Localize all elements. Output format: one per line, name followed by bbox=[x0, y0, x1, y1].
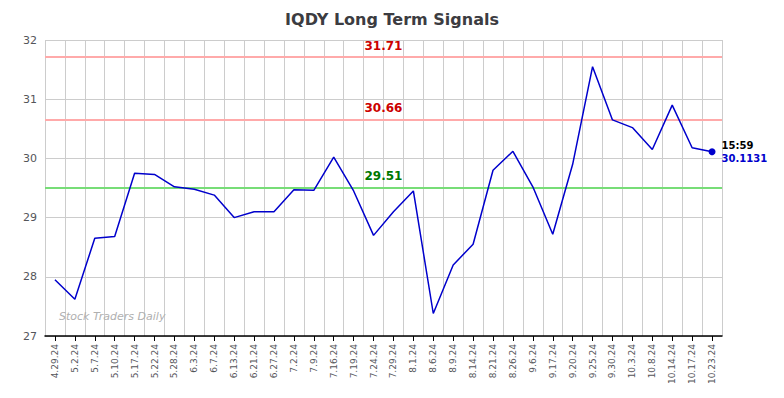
svg-text:31: 31 bbox=[23, 93, 37, 106]
svg-text:31.71: 31.71 bbox=[365, 39, 403, 53]
svg-text:15:59: 15:59 bbox=[722, 140, 754, 151]
svg-text:30.1131: 30.1131 bbox=[722, 153, 768, 164]
svg-text:IQDY Long Term Signals: IQDY Long Term Signals bbox=[285, 10, 499, 29]
svg-text:7.2.24: 7.2.24 bbox=[289, 344, 299, 373]
svg-text:10.23.24: 10.23.24 bbox=[707, 344, 717, 384]
svg-text:7.19.24: 7.19.24 bbox=[349, 344, 359, 379]
svg-text:8.26.24: 8.26.24 bbox=[508, 344, 518, 379]
svg-text:5.7.24: 5.7.24 bbox=[90, 344, 100, 373]
svg-text:10.17.24: 10.17.24 bbox=[687, 344, 697, 384]
svg-text:10.14.24: 10.14.24 bbox=[667, 344, 677, 384]
svg-text:9.6.24: 9.6.24 bbox=[528, 344, 538, 373]
svg-text:4.29.24: 4.29.24 bbox=[50, 344, 60, 379]
svg-text:27: 27 bbox=[23, 330, 37, 343]
svg-text:6.13.24: 6.13.24 bbox=[229, 344, 239, 379]
svg-text:5.2.24: 5.2.24 bbox=[70, 344, 80, 373]
svg-text:32: 32 bbox=[23, 34, 37, 47]
svg-text:8.14.24: 8.14.24 bbox=[468, 344, 478, 379]
svg-text:29.51: 29.51 bbox=[365, 169, 403, 183]
svg-text:7.24.24: 7.24.24 bbox=[369, 344, 379, 379]
svg-text:29: 29 bbox=[23, 211, 37, 224]
svg-text:5.10.24: 5.10.24 bbox=[110, 344, 120, 379]
svg-text:7.9.24: 7.9.24 bbox=[309, 344, 319, 373]
svg-text:6.3.24: 6.3.24 bbox=[189, 344, 199, 373]
svg-text:9.25.24: 9.25.24 bbox=[588, 344, 598, 379]
svg-text:10.8.24: 10.8.24 bbox=[647, 344, 657, 379]
svg-text:5.28.24: 5.28.24 bbox=[169, 344, 179, 379]
svg-text:8.1.24: 8.1.24 bbox=[408, 344, 418, 373]
svg-text:30.66: 30.66 bbox=[365, 101, 403, 115]
svg-text:9.20.24: 9.20.24 bbox=[568, 344, 578, 379]
svg-text:5.22.24: 5.22.24 bbox=[150, 344, 160, 379]
svg-text:8.21.24: 8.21.24 bbox=[488, 344, 498, 379]
svg-text:Stock Traders Daily: Stock Traders Daily bbox=[59, 310, 166, 323]
svg-text:9.17.24: 9.17.24 bbox=[548, 344, 558, 379]
svg-text:5.17.24: 5.17.24 bbox=[130, 344, 140, 379]
svg-text:9.30.24: 9.30.24 bbox=[607, 344, 617, 379]
svg-text:10.3.24: 10.3.24 bbox=[627, 344, 637, 379]
svg-text:8.6.24: 8.6.24 bbox=[428, 344, 438, 373]
svg-text:8.9.24: 8.9.24 bbox=[448, 344, 458, 373]
svg-text:6.21.24: 6.21.24 bbox=[249, 344, 259, 379]
svg-text:30: 30 bbox=[23, 152, 37, 165]
svg-text:7.16.24: 7.16.24 bbox=[329, 344, 339, 379]
svg-text:28: 28 bbox=[23, 270, 37, 283]
svg-text:6.7.24: 6.7.24 bbox=[209, 344, 219, 373]
svg-text:6.27.24: 6.27.24 bbox=[269, 344, 279, 379]
svg-text:7.29.24: 7.29.24 bbox=[388, 344, 398, 379]
